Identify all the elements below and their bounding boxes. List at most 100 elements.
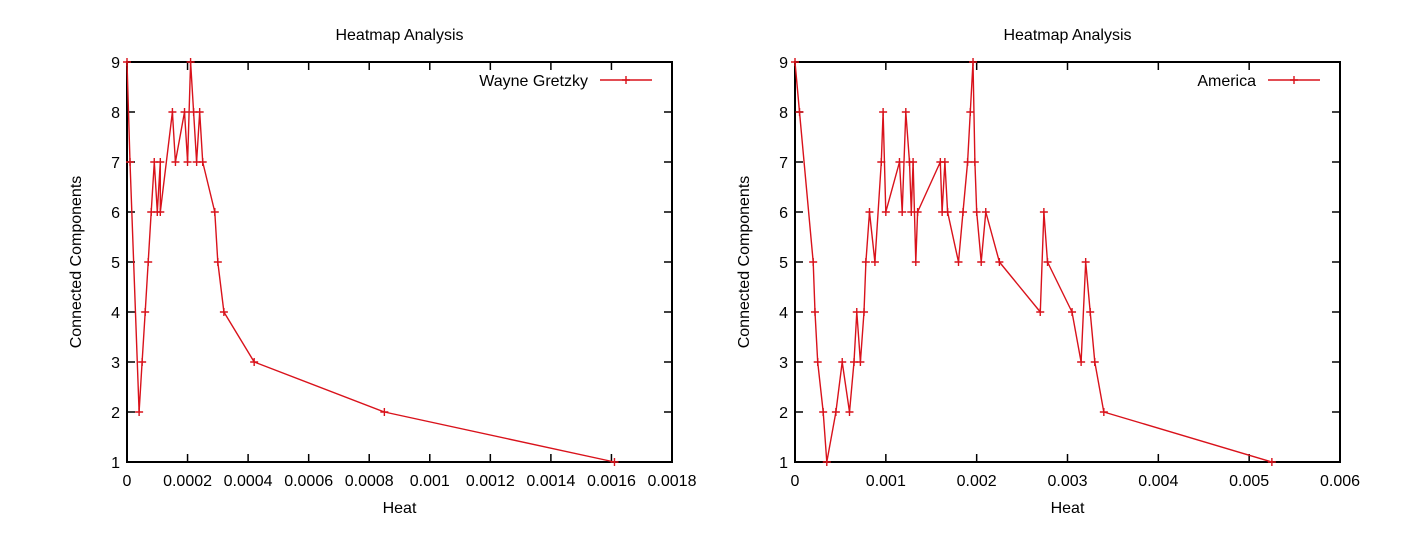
data-point xyxy=(198,158,207,166)
data-point xyxy=(1068,308,1077,316)
data-point xyxy=(879,108,888,116)
chart-title: Heatmap Analysis xyxy=(1003,27,1131,44)
data-point xyxy=(810,308,819,316)
chart-left: Heatmap Analysis 0 0.0002 0.0004 0.0006 0.000… xyxy=(68,27,697,517)
x-axis-label: Heat xyxy=(1051,500,1085,517)
data-point xyxy=(168,108,177,116)
x-tick-label: 0.0008 xyxy=(345,473,394,490)
data-point xyxy=(795,108,804,116)
data-point xyxy=(838,358,847,366)
y-tick-label: 3 xyxy=(779,355,788,372)
y-tick-label: 4 xyxy=(779,305,788,322)
data-point xyxy=(966,108,975,116)
data-point xyxy=(1086,308,1095,316)
data-point xyxy=(1099,408,1108,416)
data-point xyxy=(1036,308,1045,316)
data-point xyxy=(1081,258,1090,266)
series-line xyxy=(126,61,615,463)
x-tick-label: 0.005 xyxy=(1229,473,1269,490)
chart-title: Heatmap Analysis xyxy=(335,27,463,44)
series-0 xyxy=(791,58,1276,466)
data-point xyxy=(995,258,1004,266)
data-point xyxy=(610,458,619,466)
x-tick-label: 0.0006 xyxy=(284,473,333,490)
data-point xyxy=(895,158,904,166)
data-point xyxy=(171,158,180,166)
data-point xyxy=(852,308,861,316)
y-tick-label: 4 xyxy=(111,305,120,322)
x-tick-label: 0.001 xyxy=(410,473,450,490)
data-point xyxy=(195,108,204,116)
y-tick-label: 8 xyxy=(111,105,120,122)
legend-marker xyxy=(622,76,630,84)
data-point xyxy=(954,258,963,266)
data-point xyxy=(809,258,818,266)
legend-label: Wayne Gretzky xyxy=(479,73,588,90)
series-0 xyxy=(123,58,619,466)
data-point xyxy=(913,208,922,216)
x-tick-label: 0.002 xyxy=(957,473,997,490)
x-tick-label: 0.001 xyxy=(866,473,906,490)
data-point xyxy=(972,208,981,216)
y-tick-label: 9 xyxy=(779,55,788,72)
x-tick-label: 0 xyxy=(123,473,132,490)
x-tick-label: 0 xyxy=(791,473,800,490)
data-point xyxy=(1077,358,1086,366)
data-point xyxy=(870,258,879,266)
data-point xyxy=(940,158,949,166)
chart-right: Heatmap Analysis 0 0.001 0.002 0.003 0.004 0.0… xyxy=(736,27,1360,517)
y-axis-label: Connected Components xyxy=(736,176,753,349)
data-point xyxy=(138,358,147,366)
data-point xyxy=(877,158,886,166)
data-point xyxy=(861,258,870,266)
data-point xyxy=(791,58,799,66)
y-tick-label: 2 xyxy=(111,405,120,422)
data-point xyxy=(123,58,131,66)
data-point xyxy=(856,358,865,366)
data-point xyxy=(881,208,890,216)
data-point xyxy=(186,58,195,66)
y-tick-label: 9 xyxy=(111,55,120,72)
data-point xyxy=(959,208,968,216)
data-point xyxy=(126,158,135,166)
data-point xyxy=(144,258,153,266)
data-point xyxy=(970,158,979,166)
y-axis-label: Connected Components xyxy=(68,176,85,349)
data-point xyxy=(911,258,920,266)
data-point xyxy=(865,208,874,216)
data-point xyxy=(1043,258,1052,266)
data-point xyxy=(219,308,228,316)
x-axis-label: Heat xyxy=(383,500,417,517)
data-point xyxy=(909,158,918,166)
data-point xyxy=(977,258,986,266)
legend-label: America xyxy=(1197,73,1256,90)
x-tick-label: 0.003 xyxy=(1047,473,1087,490)
x-tick-label: 0.0012 xyxy=(466,473,515,490)
y-tick-label: 6 xyxy=(779,205,788,222)
y-tick-label: 1 xyxy=(779,455,788,472)
legend: Wayne Gretzky xyxy=(479,73,652,90)
plot-frame xyxy=(126,61,673,463)
y-tick-label: 2 xyxy=(779,405,788,422)
y-tick-label: 8 xyxy=(779,105,788,122)
data-point xyxy=(135,408,144,416)
x-tick-label: 0.006 xyxy=(1320,473,1360,490)
x-tick-label: 0.0016 xyxy=(587,473,636,490)
data-point xyxy=(898,208,907,216)
y-tick-label: 7 xyxy=(779,155,788,172)
data-point xyxy=(943,208,952,216)
legend-marker xyxy=(1290,76,1298,84)
y-tick-label: 1 xyxy=(111,455,120,472)
x-tick-label: 0.0018 xyxy=(648,473,697,490)
data-point xyxy=(1267,458,1276,466)
data-point xyxy=(901,108,910,116)
data-point xyxy=(156,208,165,216)
y-tick-label: 3 xyxy=(111,355,120,372)
data-point xyxy=(210,208,219,216)
data-point xyxy=(250,358,259,366)
data-point xyxy=(969,58,978,66)
data-point xyxy=(380,408,389,416)
y-tick-label: 6 xyxy=(111,205,120,222)
data-point xyxy=(831,408,840,416)
